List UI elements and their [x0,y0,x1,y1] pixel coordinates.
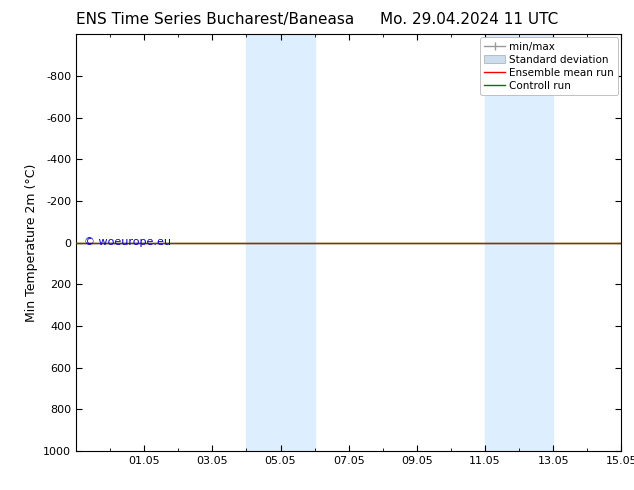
Text: ENS Time Series Bucharest/Baneasa: ENS Time Series Bucharest/Baneasa [76,12,354,27]
Text: © woeurope.eu: © woeurope.eu [84,237,171,247]
Bar [485,34,553,451]
Legend: min/max, Standard deviation, Ensemble mean run, Controll run: min/max, Standard deviation, Ensemble me… [480,37,618,95]
Text: Mo. 29.04.2024 11 UTC: Mo. 29.04.2024 11 UTC [380,12,559,27]
Bar [247,34,314,451]
Y-axis label: Min Temperature 2m (°C): Min Temperature 2m (°C) [25,163,37,322]
